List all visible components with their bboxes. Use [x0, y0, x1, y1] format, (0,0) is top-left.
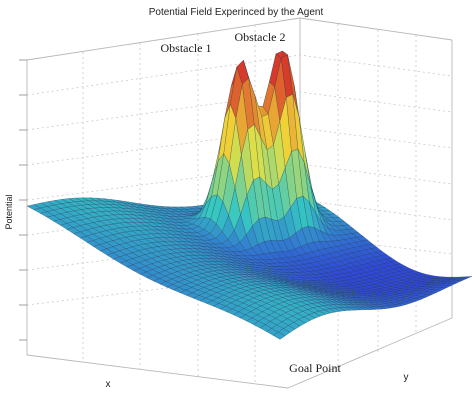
floor-front-edge: [26, 354, 289, 389]
potential-surface: [26, 50, 472, 340]
chart-title: Potential Field Experinced by the Agent: [149, 7, 324, 18]
grid-line: [26, 91, 453, 131]
floor-right-edge: [287, 317, 453, 389]
grid-line: [26, 54, 453, 96]
y-axis-label: y: [404, 372, 409, 383]
obstacle-2-label: Obstacle 2: [235, 30, 286, 44]
x-axis-label: x: [106, 379, 111, 390]
surface-patch: [462, 276, 472, 279]
obstacle-1-label: Obstacle 1: [161, 41, 212, 55]
z-axis-label: Potential: [4, 194, 14, 229]
goal-point-label: Goal Point: [289, 361, 341, 375]
